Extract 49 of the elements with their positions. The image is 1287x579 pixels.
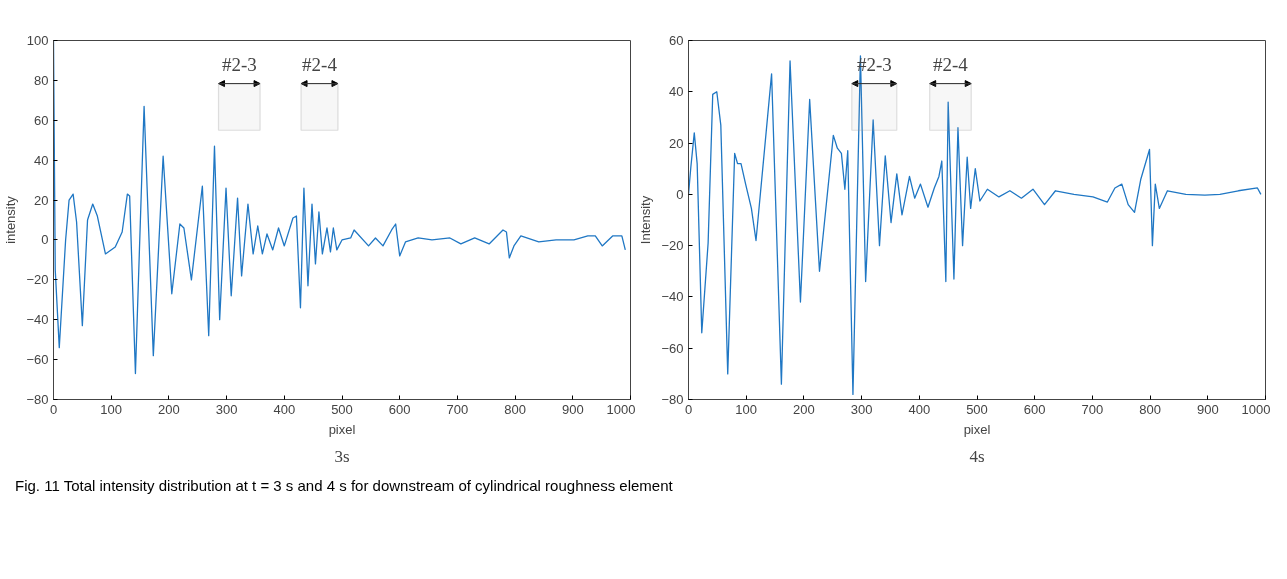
x-tick-label: 400 [908,401,931,417]
y-tick-label: −40 [26,312,49,328]
band-label: #2-4 [302,53,338,75]
x-tick-label: 200 [158,401,180,417]
x-tick-label: 700 [446,401,469,417]
y-tick-label: 100 [26,33,49,48]
y-tick-label: 20 [34,192,49,208]
y-tick-label: 40 [34,152,49,168]
line-series [688,55,1262,396]
y-tick-label: −20 [661,238,684,254]
x-tick-label: 300 [850,401,873,417]
x-tick-label: 400 [273,401,296,417]
y-tick-label: −80 [661,392,684,407]
y-axis-title: Intensity [638,195,654,245]
x-tick-label: 800 [504,401,526,417]
x-tick-label: 600 [388,401,411,417]
y-tick-label: −40 [661,289,684,305]
y-tick-label: −20 [26,272,49,288]
y-tick-label: −80 [26,392,49,407]
text: 3s [334,446,350,466]
x-tick-label: 500 [331,401,353,417]
y-tick-label: 0 [676,186,684,202]
x-tick-label: 100 [735,401,758,417]
band-label: #2-4 [933,53,969,75]
x-tick-label: 800 [1139,401,1161,417]
y-tick-label: −60 [661,340,684,356]
y-axis-title: intensity [3,195,19,244]
y-tick-label: −60 [26,352,49,368]
x-tick-label: 900 [561,401,584,417]
x-axis-title: pixel [963,421,991,437]
x-tick-label: 900 [1196,401,1219,417]
x-tick-label: 300 [215,401,238,417]
caption: Fig. 11 Total intensity distribution at t = 3 s and 4 s for downstream of cylindrical roughness element [15,476,673,496]
band-label: #2-3 [221,53,257,75]
x-tick-label: 100 [100,401,123,417]
y-tick-label: 60 [34,112,49,128]
x-tick-label: 1000 [606,401,636,417]
x-tick-label: 200 [793,401,815,417]
y-tick-label: 80 [34,72,49,88]
y-tick-label: 20 [669,135,684,151]
y-tick-label: 0 [41,232,49,248]
x-tick-label: 500 [966,401,988,417]
text: 4s [969,446,985,466]
y-tick-label: 60 [669,33,684,48]
x-tick-label: 700 [1081,401,1104,417]
x-axis-title: pixel [328,421,356,437]
y-tick-label: 40 [669,84,684,100]
x-tick-label: 600 [1023,401,1046,417]
x-tick-label: 1000 [1241,401,1271,417]
